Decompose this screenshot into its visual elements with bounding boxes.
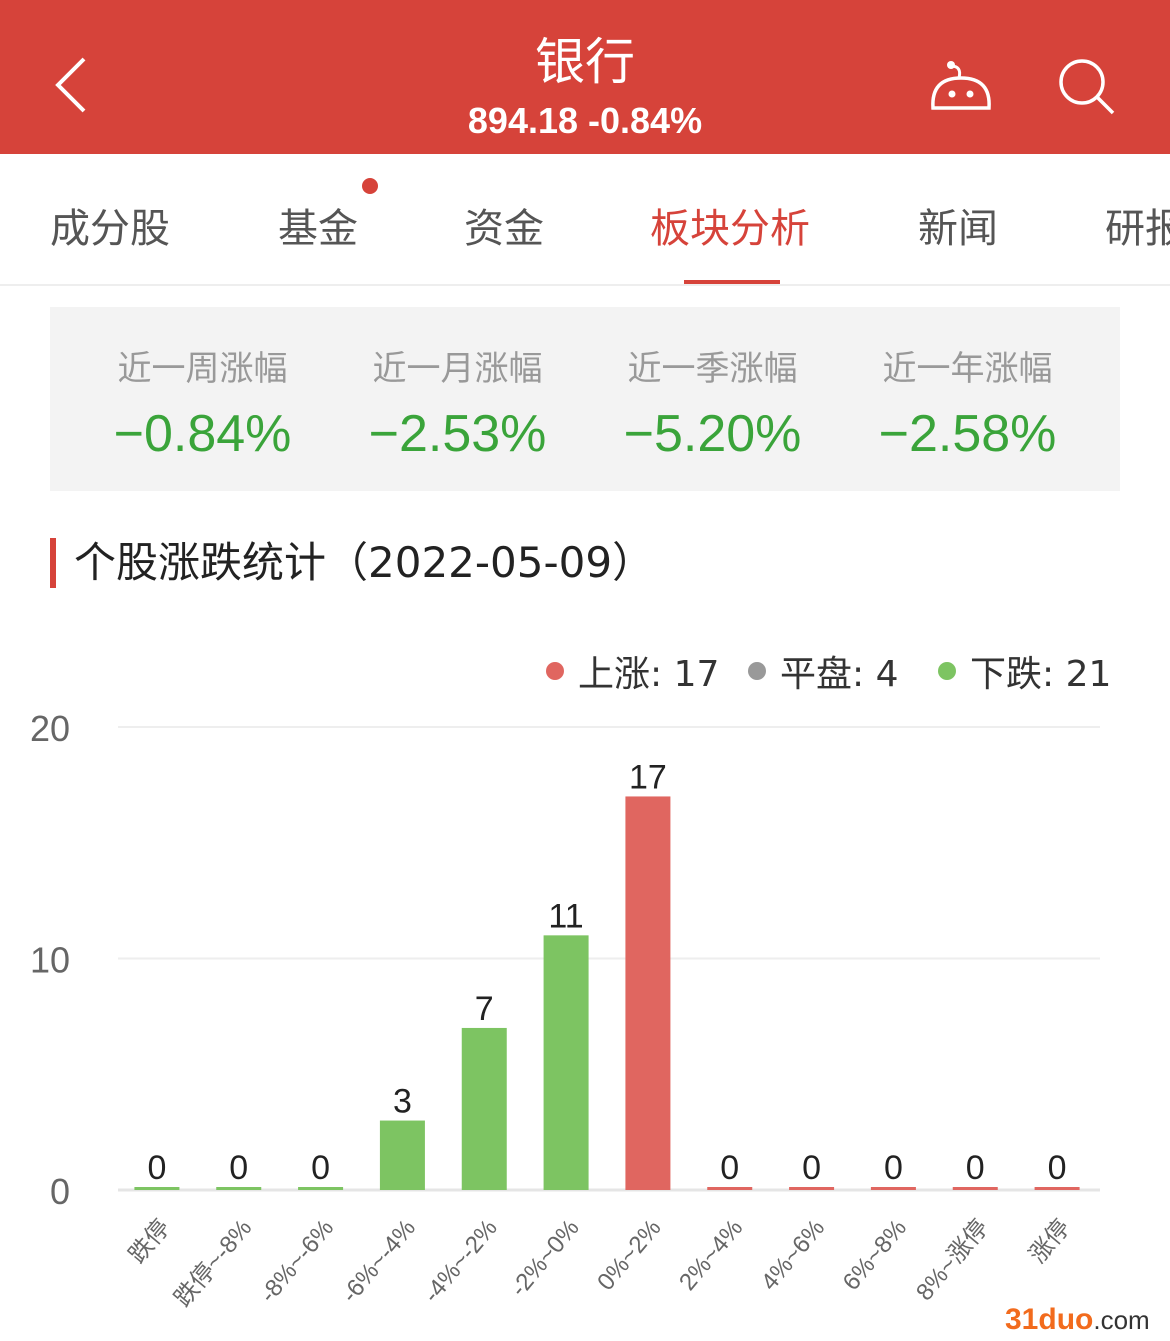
stat-value: −2.53%: [368, 405, 547, 463]
back-icon[interactable]: [50, 55, 90, 115]
stat-value: −0.84%: [113, 405, 292, 463]
bar: [789, 1187, 835, 1190]
tab-capital[interactable]: 资金: [464, 206, 544, 252]
tab-components[interactable]: 成分股: [50, 206, 170, 252]
x-tick-label: 跌停: [124, 1215, 176, 1269]
bar-value-label: 0: [229, 1149, 248, 1187]
bar-value-label: 0: [147, 1149, 166, 1187]
legend-dot: [748, 662, 766, 680]
stat-label: 近一年涨幅: [882, 349, 1053, 389]
tab-research[interactable]: 研报: [1105, 206, 1170, 252]
x-tick-label: 8%~涨停: [911, 1215, 994, 1306]
tab-funds[interactable]: 基金: [278, 206, 358, 252]
x-tick-label: 涨停: [1024, 1215, 1076, 1269]
tab-bar: 成分股 基金 资金 板块分析 新闻 研报: [0, 154, 1170, 286]
y-tick-label: 0: [50, 1171, 70, 1212]
bar: [298, 1187, 344, 1190]
bar-value-label: 0: [802, 1149, 821, 1187]
bar-value-label: 7: [475, 990, 494, 1028]
bar-value-label: 0: [311, 1149, 330, 1187]
x-tick-label: -4%~-2%: [418, 1215, 503, 1308]
stat-month: 近一月涨幅 −2.53%: [330, 307, 585, 464]
bar-value-label: 11: [548, 897, 583, 935]
x-tick-label: 6%~8%: [838, 1215, 912, 1296]
page-title: 银行: [535, 33, 635, 91]
legend-label: 下跌: 21: [970, 654, 1112, 695]
bar: [952, 1187, 998, 1190]
tab-news[interactable]: 新闻: [918, 206, 998, 252]
bar: [1034, 1187, 1080, 1190]
index-quote: 894.18 -0.84%: [467, 100, 703, 141]
performance-summary: 近一周涨幅 −0.84% 近一月涨幅 −2.53% 近一季涨幅 −5.20% 近一年涨…: [50, 307, 1120, 491]
x-tick-label: -2%~0%: [505, 1215, 584, 1302]
bar: [379, 1120, 425, 1190]
legend-dot: [546, 662, 564, 680]
x-tick-label: 4%~6%: [756, 1215, 830, 1296]
x-tick-label: -8%~-6%: [255, 1215, 340, 1308]
bar-value-label: 0: [720, 1149, 739, 1187]
stat-label: 近一月涨幅: [372, 349, 543, 389]
search-icon[interactable]: [1056, 56, 1118, 118]
legend-down: 下跌: 21: [938, 645, 1111, 697]
legend-label: 上涨: 17: [578, 654, 720, 695]
y-tick-label: 20: [30, 708, 70, 749]
y-tick-label: 10: [30, 940, 70, 981]
stat-week: 近一周涨幅 −0.84%: [75, 307, 330, 464]
x-tick-label: 跌停~-8%: [169, 1215, 257, 1313]
x-tick-label: 2%~4%: [674, 1215, 748, 1296]
bar: [707, 1187, 753, 1190]
bar-value-label: 3: [393, 1083, 412, 1121]
stat-year: 近一年涨幅 −2.58%: [840, 307, 1095, 464]
tab-sector-analysis[interactable]: 板块分析: [650, 206, 810, 252]
robot-icon[interactable]: [928, 58, 994, 118]
watermark-logo: 31duo.com: [1005, 1303, 1150, 1336]
bar-value-label: 17: [629, 758, 667, 796]
legend-label: 平盘: 4: [780, 654, 899, 695]
bar: [461, 1027, 507, 1190]
legend-dot: [938, 662, 956, 680]
stat-label: 近一季涨幅: [627, 349, 798, 389]
stat-label: 近一周涨幅: [117, 349, 288, 389]
bar-value-label: 0: [1048, 1149, 1067, 1187]
section-title: 个股涨跌统计（2022-05-09）: [50, 538, 654, 588]
bar-value-label: 0: [884, 1149, 903, 1187]
bar: [134, 1187, 180, 1190]
legend-up: 上涨: 17: [546, 645, 719, 697]
stat-value: −2.58%: [878, 405, 1057, 463]
x-tick-label: -6%~-4%: [336, 1215, 421, 1308]
bar: [543, 935, 589, 1190]
stat-value: −5.20%: [623, 405, 802, 463]
x-tick-label: 0%~2%: [592, 1215, 666, 1296]
header: 银行 894.18 -0.84%: [0, 0, 1170, 154]
bar-value-label: 0: [966, 1149, 985, 1187]
bar: [216, 1187, 262, 1190]
bar: [625, 796, 671, 1190]
active-tab-indicator: [684, 280, 780, 284]
stat-quarter: 近一季涨幅 −5.20%: [585, 307, 840, 464]
bar: [870, 1187, 916, 1190]
legend-flat: 平盘: 4: [748, 645, 898, 697]
notification-dot: [362, 178, 378, 194]
